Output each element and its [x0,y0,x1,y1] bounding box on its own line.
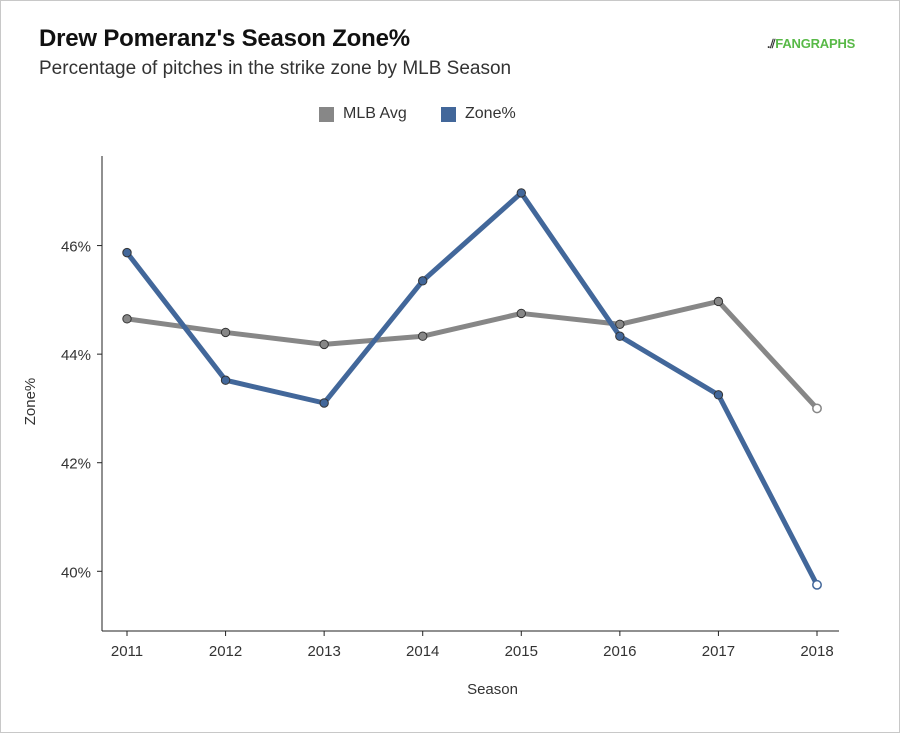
fangraphs-logo[interactable]: .⫽FANGRAPHS [767,36,855,52]
data-point-zone [615,331,625,341]
chart-legend: MLB Avg Zone% [1,103,900,125]
data-point-zone [319,398,329,408]
data-point-mlb-avg [220,327,231,338]
x-tick-label: 2014 [406,643,439,660]
data-point-zone [812,579,822,590]
x-tick-label: 2015 [505,643,538,660]
y-tick-label: 46% [61,239,91,256]
y-tick-label: 44% [61,347,91,364]
legend-label-mlb-avg: MLB Avg [343,105,407,122]
legend-swatch-mlb-avg [319,106,334,122]
data-point-mlb-avg [615,319,625,329]
legend-item-mlb-avg[interactable]: MLB Avg [319,103,407,125]
data-point-zone [516,188,526,198]
x-tick-label: 2018 [800,643,833,660]
data-point-mlb-avg [516,308,526,319]
y-tick-label: 42% [61,456,91,473]
x-tick-label: 2011 [111,643,143,660]
logo-text: FANGRAPHS [775,36,856,51]
x-tick-label: 2016 [603,643,636,660]
legend-label-zone: Zone% [465,105,516,122]
chart-subtitle: Percentage of pitches in the strike zone… [39,58,512,79]
data-point-zone [220,375,231,385]
legend-swatch-zone [441,106,456,122]
logo-figure-icon: .⫽ [767,37,776,51]
data-point-zone [418,276,428,286]
data-point-zone [122,247,132,258]
data-point-mlb-avg [418,331,428,341]
data-point-mlb-avg [319,339,329,350]
x-axis-title: Season [467,681,518,698]
data-point-mlb-avg [713,296,724,307]
data-point-zone [713,390,724,400]
series-line-zone [124,190,820,588]
y-axis-title: Zone% [22,378,39,426]
chart-title: Drew Pomeranz's Season Zone% [39,25,410,52]
data-point-mlb-avg [812,403,822,414]
legend-item-zone[interactable]: Zone% [441,103,516,125]
series-line-mlb-avg [124,298,820,411]
x-tick-label: 2017 [702,643,735,660]
data-point-mlb-avg [122,314,132,324]
x-tick-label: 2013 [307,643,340,660]
y-tick-label: 40% [61,564,91,581]
x-tick-label: 2012 [209,643,242,660]
